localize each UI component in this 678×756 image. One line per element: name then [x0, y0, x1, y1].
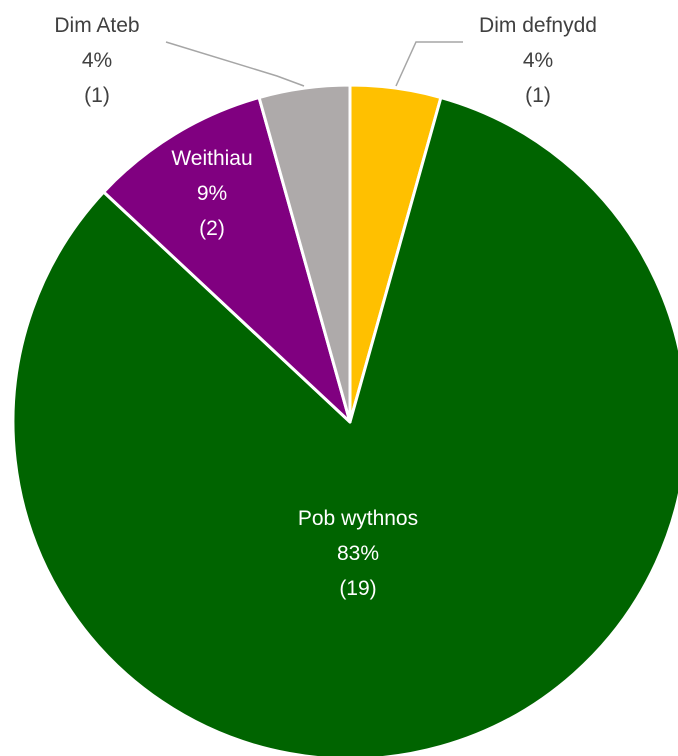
- pie-slice-dim-ateb: [257, 83, 352, 424]
- data-label-name-dim-defnydd: Dim defnydd: [479, 14, 597, 37]
- data-label-count-dim-ateb: (1): [84, 84, 110, 107]
- pie-slice-weithiau: [102, 95, 352, 424]
- data-label-percent-pob-wythnos: 83%: [337, 542, 379, 565]
- pie-slice-pob-wythnos: [11, 95, 678, 756]
- data-label-name-weithiau: Weithiau: [171, 147, 252, 170]
- data-label-percent-dim-ateb: 4%: [82, 49, 112, 72]
- data-label-percent-dim-defnydd: 4%: [523, 49, 553, 72]
- data-label-name-pob-wythnos: Pob wythnos: [298, 507, 418, 530]
- data-label-count-weithiau: (2): [199, 217, 225, 240]
- leader-lines-layer: [165, 41, 463, 87]
- slices-layer: [11, 83, 678, 756]
- data-label-count-dim-defnydd: (1): [525, 84, 551, 107]
- data-label-name-dim-ateb: Dim Ateb: [54, 14, 139, 37]
- data-labels-layer: Dim defnydd 4% (1) Pob wythnos 83% (19) Weithi…: [54, 14, 597, 600]
- leader-line-dim-defnydd: [395, 41, 463, 87]
- leader-line-dim-ateb: [165, 41, 305, 87]
- data-label-count-pob-wythnos: (19): [339, 577, 376, 600]
- data-label-percent-weithiau: 9%: [197, 182, 227, 205]
